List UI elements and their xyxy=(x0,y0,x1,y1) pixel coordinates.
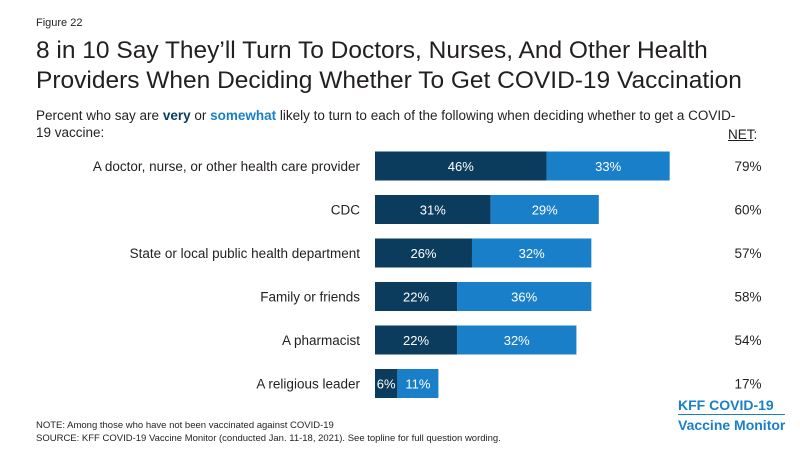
net-header: NET: xyxy=(728,127,757,142)
category-label: A religious leader xyxy=(256,377,360,392)
logo-line-1: KFF COVID-19 xyxy=(678,397,774,413)
logo-line-2: Vaccine Monitor xyxy=(678,414,786,434)
bar-segment-somewhat xyxy=(490,195,599,224)
data-label-somewhat: 32% xyxy=(519,246,545,261)
bar-segment-somewhat xyxy=(457,325,577,355)
figure-label: Figure 22 xyxy=(36,17,83,29)
data-label-somewhat: 32% xyxy=(504,333,530,348)
subtitle-text-1: Percent who say are xyxy=(36,108,163,123)
chart-title: 8 in 10 Say They’ll Turn To Doctors, Nur… xyxy=(36,37,742,94)
data-label-very: 6% xyxy=(377,377,396,392)
category-label: CDC xyxy=(331,203,360,218)
note-text: NOTE: Among those who have not been vacc… xyxy=(36,420,334,431)
bar-segment-very xyxy=(375,325,458,355)
bar-segment-very xyxy=(375,238,472,268)
net-header-label: NET xyxy=(728,127,754,142)
data-label-very: 31% xyxy=(420,203,446,218)
data-label-somewhat: 33% xyxy=(595,159,621,174)
bar-segment-somewhat xyxy=(397,369,439,398)
subtitle-text-2: or xyxy=(190,108,211,123)
subtitle-very: very xyxy=(162,108,191,123)
bar-segment-somewhat xyxy=(471,238,592,268)
category-label: Family or friends xyxy=(260,290,360,305)
data-label-very: 46% xyxy=(448,159,474,174)
bar-segment-very xyxy=(375,369,398,398)
bar-segment-somewhat xyxy=(457,282,592,311)
net-value: 79% xyxy=(734,159,761,174)
data-label-very: 26% xyxy=(410,246,436,261)
data-label-somewhat: 11% xyxy=(405,377,430,392)
category-label: A pharmacist xyxy=(282,333,360,348)
category-label: State or local public health department xyxy=(130,246,361,261)
net-value: 54% xyxy=(734,333,761,348)
source-text: SOURCE: KFF COVID-19 Vaccine Monitor (co… xyxy=(36,433,501,444)
net-value: 57% xyxy=(734,246,761,261)
subtitle-text-3: likely to turn to each of the following … xyxy=(36,108,736,140)
data-label-very: 22% xyxy=(403,333,429,348)
data-label-somewhat: 29% xyxy=(532,203,558,218)
net-value: 17% xyxy=(734,377,761,392)
data-label-very: 22% xyxy=(403,290,429,305)
bar-segment-very xyxy=(375,195,491,224)
subtitle-somewhat: somewhat xyxy=(210,108,277,123)
bar-segment-very xyxy=(375,282,458,311)
chart-notes: NOTE: Among those who have not been vacc… xyxy=(36,419,501,445)
category-label: A doctor, nurse, or other health care pr… xyxy=(93,159,361,174)
net-header-colon: : xyxy=(753,127,758,142)
net-value: 58% xyxy=(734,290,761,305)
chart-subtitle: Percent who say are very or somewhat lik… xyxy=(36,107,736,141)
bar-segment-very xyxy=(375,151,547,181)
data-label-somewhat: 36% xyxy=(511,290,537,305)
net-value: 60% xyxy=(734,203,761,218)
bar-segment-somewhat xyxy=(546,151,670,181)
kff-logo: KFF COVID-19 Vaccine Monitor xyxy=(678,396,788,434)
